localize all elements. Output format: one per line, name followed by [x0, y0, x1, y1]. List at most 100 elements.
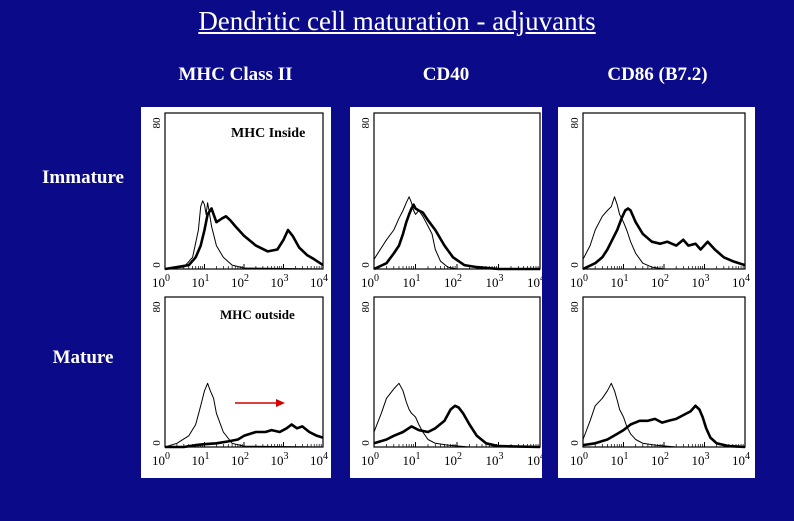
column-header-cd86: CD86 (B7.2)	[607, 64, 708, 85]
x-tick-label: 103	[271, 451, 289, 468]
x-tick-exponent: 2	[457, 451, 462, 462]
plot-frame	[582, 296, 746, 448]
y-tick-label: 80	[569, 301, 581, 313]
slide-title: Dendritic cell maturation - adjuvants	[198, 6, 596, 36]
x-tick-label: 104	[310, 451, 328, 468]
x-tick-exponent: 3	[284, 273, 289, 284]
x-tick-label: 100	[570, 273, 588, 290]
x-tick-exponent: 4	[323, 273, 328, 284]
x-tick-label: 101	[611, 451, 629, 468]
x-tick-label: 101	[403, 451, 421, 468]
y-tick-label: 80	[360, 117, 372, 129]
y-tick-label: 0	[151, 262, 163, 268]
column-header-mhc-class-ii: MHC Class II	[178, 64, 293, 85]
x-tick-exponent: 4	[540, 451, 542, 462]
series-line-thin	[373, 196, 540, 270]
row-header-mature: Mature	[52, 347, 114, 368]
plot-frame	[373, 296, 541, 448]
y-tick-label: 80	[151, 117, 163, 129]
x-tick-exponent: 3	[705, 451, 710, 462]
y-tick-label: 80	[360, 301, 372, 313]
y-tick-label: 0	[569, 262, 581, 268]
x-tick-label: 101	[192, 273, 210, 290]
y-tick-label: 0	[151, 440, 163, 446]
x-tick-label: 101	[403, 273, 421, 290]
row-header-immature: Immature	[42, 167, 124, 188]
x-tick-exponent: 1	[624, 451, 629, 462]
x-tick-exponent: 0	[165, 273, 170, 284]
series-line-thin	[164, 200, 324, 270]
column-header-cd40: CD40	[422, 64, 470, 85]
series-line-thick	[373, 404, 541, 449]
x-tick-label: 100	[361, 451, 379, 468]
red-arrow-icon	[276, 399, 285, 407]
x-tick-label: 104	[732, 451, 750, 468]
x-tick-exponent: 1	[416, 451, 421, 462]
x-tick-exponent: 1	[416, 273, 421, 284]
x-tick-exponent: 0	[583, 273, 588, 284]
series-line-thick	[582, 207, 746, 271]
panel-column-mhc: 100 101 102 103 104 0 80 MHC Inside 100 101 102 103…	[141, 107, 331, 478]
series-line-thin	[582, 382, 745, 448]
x-tick-exponent: 2	[664, 273, 669, 284]
x-tick-exponent: 4	[745, 273, 750, 284]
x-tick-label: 103	[692, 451, 710, 468]
x-tick-exponent: 1	[205, 273, 210, 284]
x-tick-exponent: 3	[284, 451, 289, 462]
x-tick-exponent: 1	[205, 451, 210, 462]
x-tick-label: 104	[527, 273, 542, 290]
x-tick-label: 102	[231, 273, 249, 290]
x-tick-exponent: 4	[540, 273, 542, 284]
x-tick-exponent: 2	[457, 273, 462, 284]
panel-annotation: MHC Inside	[231, 126, 305, 141]
x-tick-label: 102	[444, 451, 462, 468]
panel-column-cd86: 100 101 102 103 104 0 80 100 101 102 103 104 0 80	[558, 107, 755, 478]
x-tick-exponent: 4	[745, 451, 750, 462]
x-tick-label: 102	[651, 273, 669, 290]
x-tick-label: 100	[570, 451, 588, 468]
plot-frame	[582, 112, 746, 270]
x-tick-exponent: 0	[583, 451, 588, 462]
panel-annotation: MHC outside	[220, 307, 295, 322]
x-tick-exponent: 1	[624, 273, 629, 284]
x-tick-exponent: 3	[705, 273, 710, 284]
x-tick-label: 104	[310, 273, 328, 290]
x-tick-label: 100	[152, 273, 170, 290]
x-tick-exponent: 4	[323, 451, 328, 462]
x-tick-label: 103	[486, 273, 504, 290]
x-tick-exponent: 0	[165, 451, 170, 462]
x-tick-exponent: 0	[374, 451, 379, 462]
series-line-thin	[582, 196, 745, 270]
series-line-thick	[373, 203, 540, 271]
x-tick-label: 102	[651, 451, 669, 468]
x-tick-label: 102	[231, 451, 249, 468]
x-tick-label: 102	[444, 273, 462, 290]
x-tick-label: 100	[361, 273, 379, 290]
y-tick-label: 0	[360, 262, 372, 268]
x-tick-label: 103	[692, 273, 710, 290]
y-tick-label: 80	[569, 117, 581, 129]
x-tick-exponent: 2	[244, 451, 249, 462]
x-tick-label: 104	[732, 273, 750, 290]
x-tick-label: 100	[152, 451, 170, 468]
x-tick-label: 103	[271, 273, 289, 290]
y-tick-label: 80	[151, 301, 163, 313]
series-line-thin	[373, 382, 540, 448]
y-tick-label: 0	[569, 440, 581, 446]
x-tick-exponent: 0	[374, 273, 379, 284]
series-line-thick	[164, 207, 324, 271]
x-tick-exponent: 2	[244, 273, 249, 284]
x-tick-label: 104	[527, 451, 542, 468]
y-tick-label: 0	[360, 440, 372, 446]
x-tick-label: 101	[611, 273, 629, 290]
